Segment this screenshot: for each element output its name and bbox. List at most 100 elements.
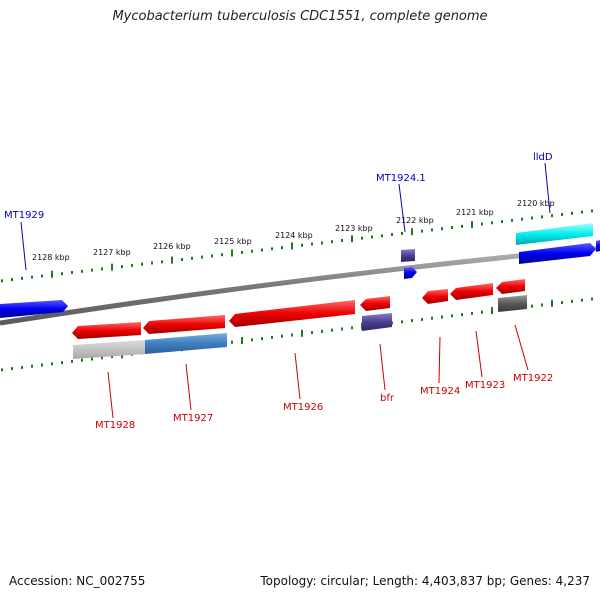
major-tick <box>241 337 243 344</box>
label-mt1924[interactable]: MT1924 <box>420 386 460 397</box>
gene-mt1924[interactable] <box>422 289 448 304</box>
scale-tick-label: 2124 kbp <box>275 231 313 240</box>
minor-tick <box>441 315 443 319</box>
label-mt1923[interactable]: MT1923 <box>465 380 505 391</box>
label-mt1929[interactable]: MT1929 <box>4 210 44 221</box>
scale-tick-label: 2123 kbp <box>335 224 373 233</box>
minor-tick <box>351 326 353 330</box>
minor-tick <box>81 269 83 273</box>
minor-tick <box>281 246 283 250</box>
minor-tick <box>381 234 383 238</box>
minor-tick <box>111 355 113 359</box>
minor-tick <box>271 335 273 339</box>
genome-backbone <box>0 245 600 326</box>
minor-tick <box>251 338 253 342</box>
minor-tick <box>181 258 183 261</box>
minor-tick <box>431 316 433 320</box>
minor-tick <box>401 320 403 324</box>
scale-tick-labels: 2128 kbp 2127 kbp 2126 kbp 2125 kbp 2124… <box>32 199 555 262</box>
label-mt1927[interactable]: MT1927 <box>173 413 213 424</box>
scale-tick-label: 2126 kbp <box>153 242 191 251</box>
label-mt1926[interactable]: MT1926 <box>283 402 323 413</box>
minor-tick <box>421 317 423 321</box>
topology-text: Topology: circular; Length: 4,403,837 bp… <box>260 574 590 588</box>
label-mt1928[interactable]: MT1928 <box>95 420 135 431</box>
gene-lldd[interactable] <box>519 243 596 264</box>
minor-tick <box>191 256 193 260</box>
gene-bfr-feature[interactable] <box>362 313 392 331</box>
minor-tick <box>141 262 143 266</box>
leader-mt1929 <box>20 221 27 271</box>
upper-scale-ticks <box>1 209 593 283</box>
gene-mt1927[interactable] <box>143 315 225 334</box>
leader-mt1924-1 <box>398 183 406 233</box>
minor-tick <box>551 214 553 218</box>
label-mt1922[interactable]: MT1922 <box>513 373 553 384</box>
leader-mt1926 <box>294 352 301 400</box>
gene-mt1926[interactable] <box>229 300 355 327</box>
forward-strand-genes <box>0 223 600 318</box>
minor-tick <box>571 299 573 303</box>
minor-tick <box>451 314 453 318</box>
gene-mt1929[interactable] <box>0 300 68 318</box>
minor-tick <box>31 275 33 279</box>
minor-tick <box>61 272 63 276</box>
gene-edge-right[interactable] <box>596 240 600 252</box>
minor-tick <box>221 253 223 257</box>
minor-tick <box>431 228 433 232</box>
gene-mt1923[interactable] <box>450 283 493 300</box>
minor-tick <box>271 247 273 251</box>
minor-tick <box>1 368 3 372</box>
minor-tick <box>261 248 263 252</box>
major-tick <box>551 299 553 307</box>
minor-tick <box>151 261 153 265</box>
label-mt1924-1[interactable]: MT1924.1 <box>376 173 426 184</box>
minor-tick <box>461 224 463 228</box>
minor-tick <box>521 217 523 221</box>
label-lldd[interactable]: lldD <box>533 152 553 163</box>
minor-tick <box>451 226 453 229</box>
minor-tick <box>81 358 83 362</box>
minor-tick <box>421 229 423 233</box>
gene-mt1922-feature[interactable] <box>498 295 527 312</box>
minor-tick <box>201 255 203 259</box>
gene-mt1928-feature[interactable] <box>73 340 145 359</box>
minor-tick <box>121 265 123 269</box>
gene-mt1922[interactable] <box>496 279 525 294</box>
minor-tick <box>231 340 233 344</box>
leader-mt1922 <box>514 324 529 371</box>
label-bfr[interactable]: bfr <box>380 393 395 404</box>
minor-tick <box>161 260 163 264</box>
minor-tick <box>591 297 593 301</box>
minor-tick <box>211 254 213 258</box>
gene-mt1924-1[interactable] <box>404 267 417 279</box>
major-tick <box>301 329 303 337</box>
minor-tick <box>291 333 293 337</box>
gene-mt1928[interactable] <box>72 322 141 339</box>
scale-tick-label: 2120 kbp <box>517 199 555 208</box>
major-tick <box>471 221 473 229</box>
minor-tick <box>471 311 473 315</box>
minor-tick <box>341 239 343 242</box>
minor-tick <box>241 250 243 254</box>
minor-tick <box>131 263 133 267</box>
minor-tick <box>581 298 583 302</box>
gene-bfr[interactable] <box>360 296 390 311</box>
gene-mt1924-1-top[interactable] <box>401 249 415 262</box>
minor-tick <box>101 356 103 360</box>
gene-mt1927-feature[interactable] <box>145 333 227 354</box>
major-tick <box>351 235 353 243</box>
scale-tick-label: 2122 kbp <box>396 216 434 225</box>
scale-tick-label: 2127 kbp <box>93 248 131 257</box>
major-tick <box>231 249 233 257</box>
minor-tick <box>541 303 543 307</box>
scale-tick-label: 2125 kbp <box>214 237 252 246</box>
minor-tick <box>261 337 263 341</box>
major-tick <box>491 307 493 314</box>
minor-tick <box>501 220 503 224</box>
gene-lldd-cyan[interactable] <box>516 223 593 245</box>
minor-tick <box>461 313 463 317</box>
minor-tick <box>1 279 3 283</box>
minor-tick <box>481 310 483 314</box>
minor-tick <box>561 213 563 216</box>
